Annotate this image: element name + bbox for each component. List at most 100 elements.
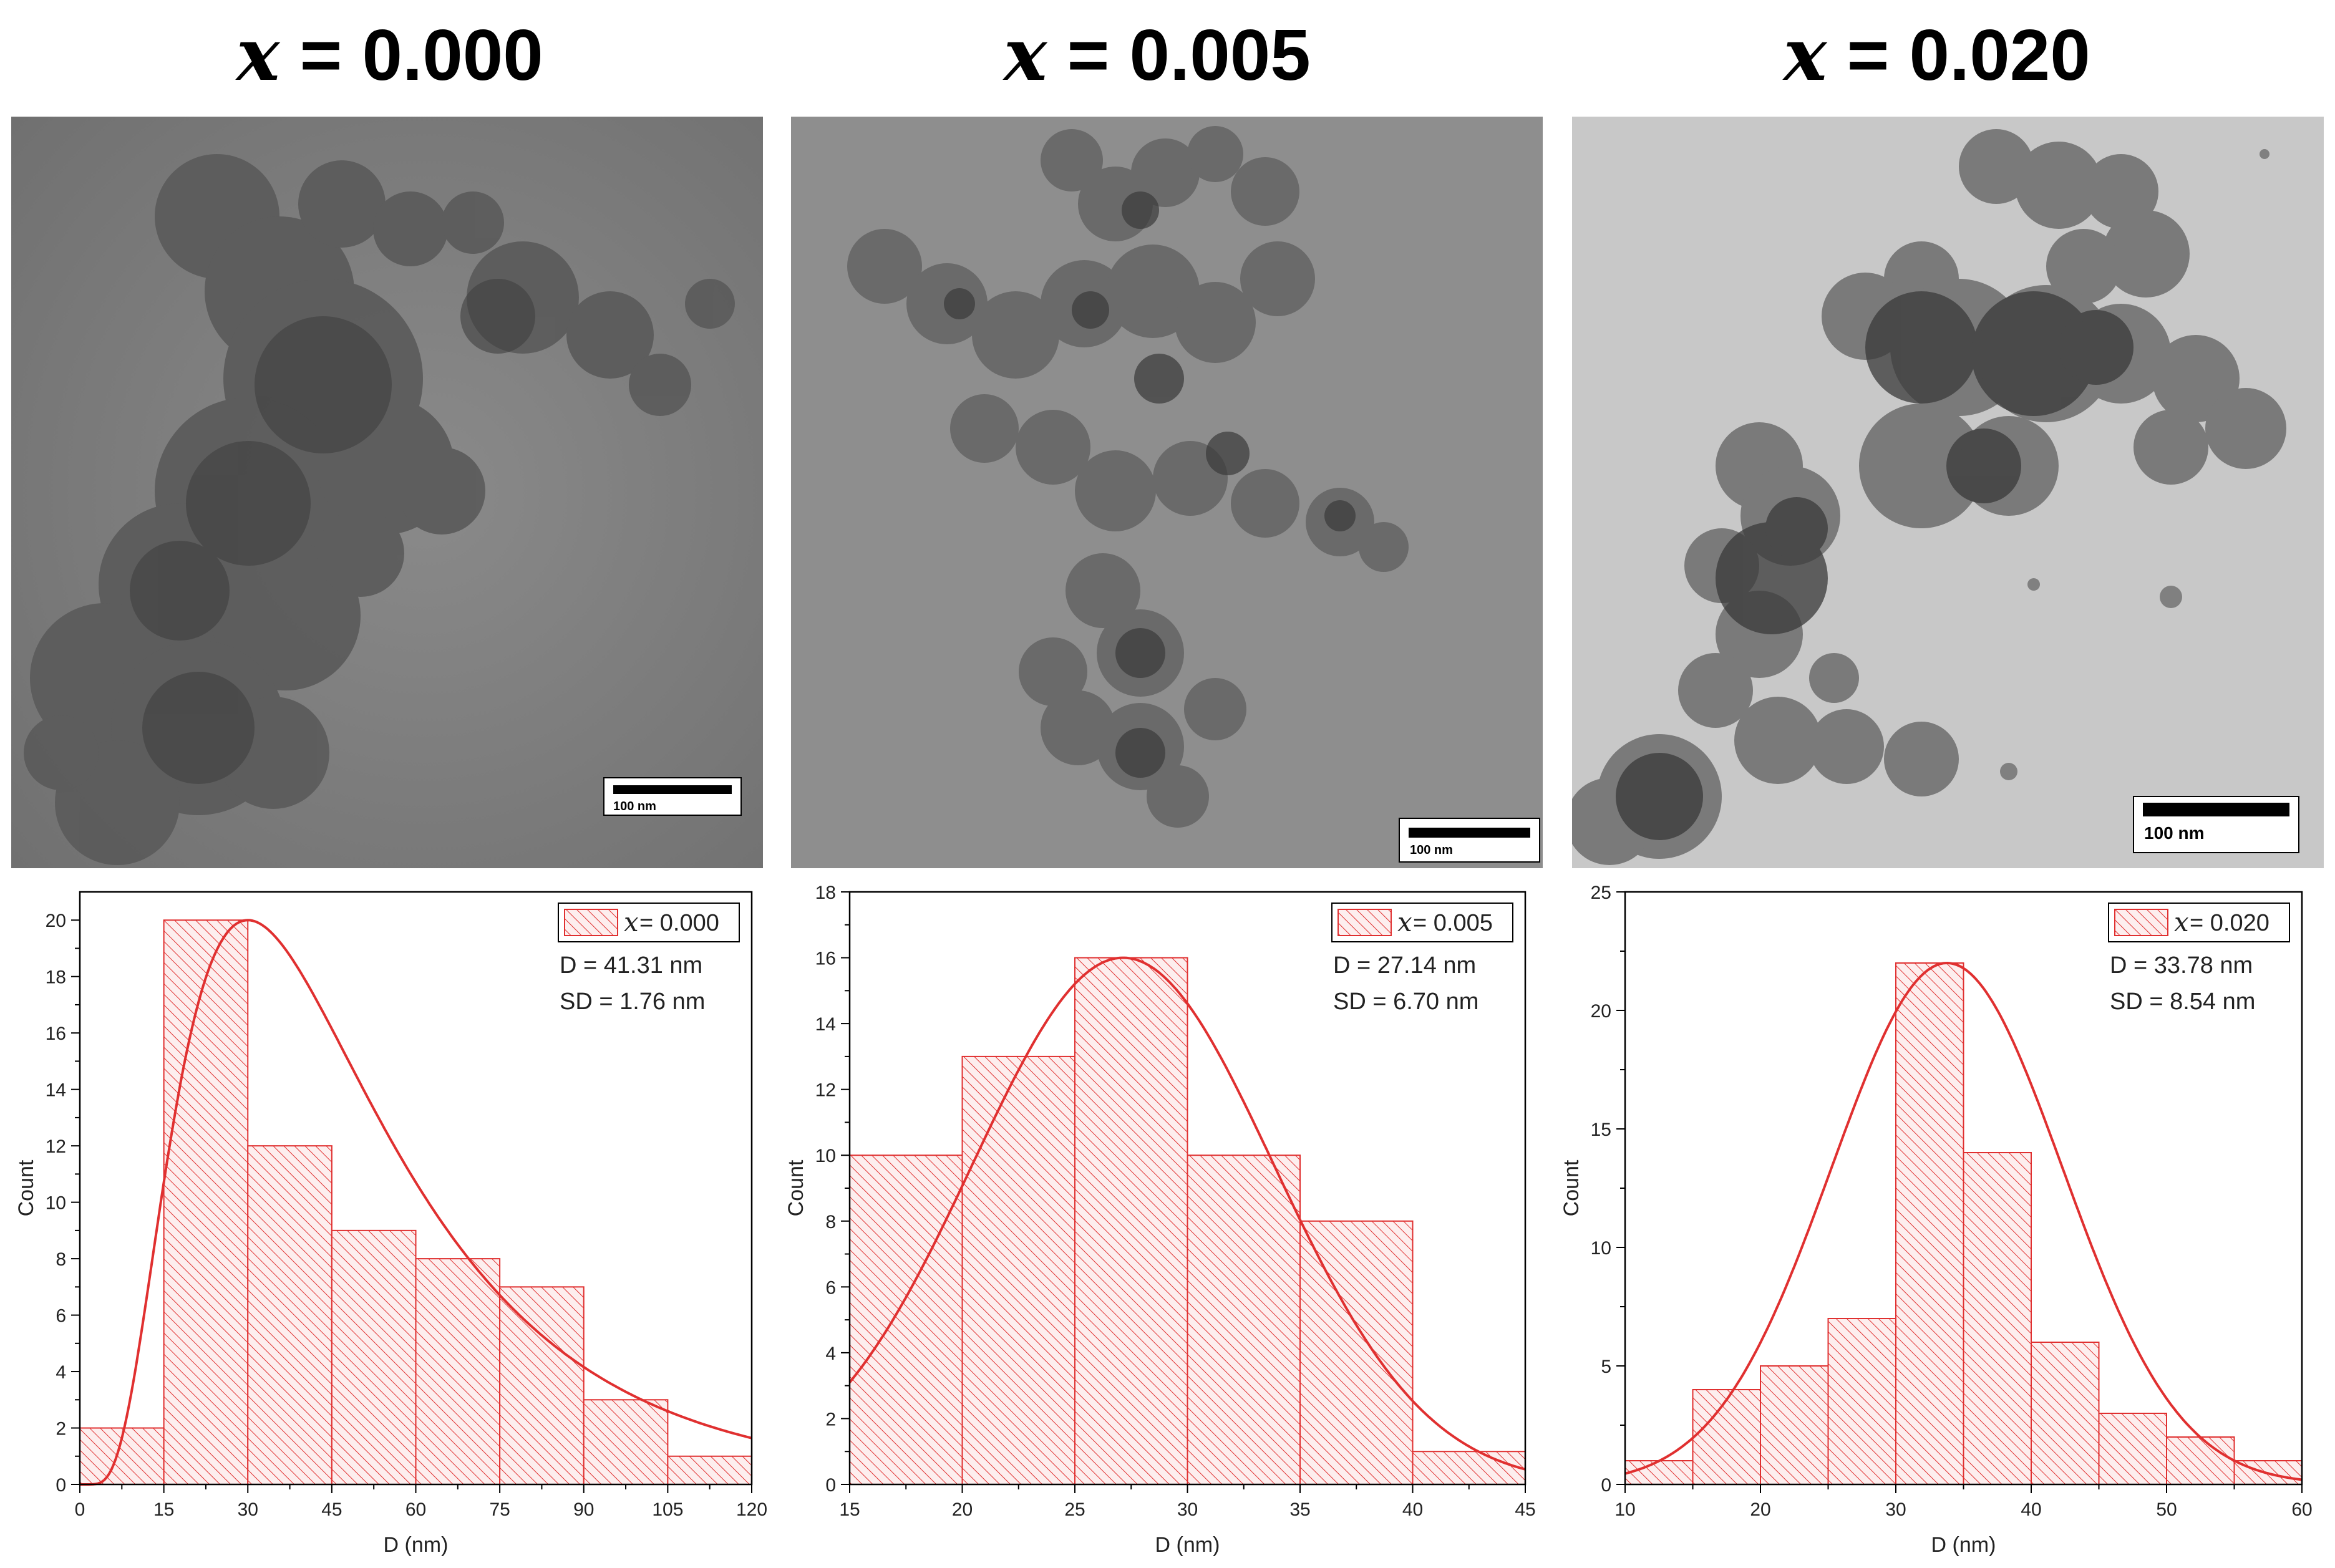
histogram-bar [1963,1152,2032,1485]
y-tick-label: 10 [815,1146,836,1166]
histogram-bar [1187,1154,1301,1485]
x-tick-label: 40 [2021,1499,2041,1520]
x-tick-label: 30 [238,1499,258,1520]
y-tick-label: 6 [825,1277,836,1298]
scale-bar-box-1 [1399,818,1540,863]
y-tick-label: 14 [46,1080,66,1101]
histogram-bar [2098,1413,2167,1485]
histogram-bar [163,919,249,1485]
y-tick-label: 16 [815,949,836,969]
stat-line: D = 33.78 nm [2110,952,2253,979]
x-tick-label: 30 [1177,1499,1198,1520]
stat-line: SD = 8.54 nm [2110,989,2255,1015]
histogram-bar [1692,1389,1761,1485]
histogram-2-svg: 10 20 30 40 50 60 0 5 10 15 20 25 D (nm) Count x = 0.02… [1560,883,2313,1557]
panel-title-0: x = 0.000 [236,12,543,97]
x-axis-label: D (nm) [1931,1533,1996,1557]
histogram-bar [2031,1342,2100,1485]
scale-label-0: 100 nm [613,800,656,813]
fit-curve [848,956,1526,1471]
y-tick-label: 20 [1591,1001,1611,1022]
histogram-bar [1624,1460,1694,1485]
legend-label: = 0.020 [2190,910,2269,936]
histogram-bar [849,1154,963,1485]
tem-image-0-svg: 100 nm [11,117,763,868]
legend-label: = 0.005 [1413,910,1493,936]
y-axis-label: Count [784,1159,808,1216]
x-tick-label: 105 [652,1499,683,1520]
y-tick-label: 4 [825,1343,836,1364]
y-tick-label: 2 [56,1419,66,1440]
x-tick-label: 10 [1614,1499,1635,1520]
panel-title-1: x = 0.005 [1004,12,1311,97]
histogram-0: 0 15 30 45 60 75 90 105 120 0 2 4 6 8 10 12 14 16 18 20 D (n… [0,873,774,1568]
stat-line: SD = 1.76 nm [560,989,705,1015]
scale-label-1: 100 nm [1410,843,1453,857]
x-tick-label: 15 [839,1499,860,1520]
histogram-bar [1412,1451,1526,1486]
legend-label: = 0.000 [639,910,719,936]
y-tick-label: 8 [56,1249,66,1270]
y-tick-label: 20 [46,911,66,931]
histogram-bar [247,1145,333,1485]
tem-image-1-svg: 100 nm [791,117,1543,868]
x-tick-label: 45 [321,1499,342,1520]
tem-image-2-svg: 100 nm [1572,117,2324,868]
x-tick-label: 90 [573,1499,594,1520]
histogram-bar [415,1258,501,1485]
scale-bar-1 [1409,828,1530,838]
x-tick-label: 45 [1515,1499,1535,1520]
scale-label-2: 100 nm [2144,823,2205,843]
x-tick-label: 30 [1885,1499,1906,1520]
x-axis-label: D (nm) [1155,1533,1220,1557]
histogram-bar [961,1055,1075,1485]
y-tick-label: 6 [56,1306,66,1327]
legend-swatch [2114,909,2168,936]
y-tick-label: 10 [46,1193,66,1214]
x-tick-label: 20 [1750,1499,1770,1520]
scale-bar-2 [2143,803,2289,816]
x-tick-label: 60 [405,1499,426,1520]
y-tick-label: 15 [1591,1120,1611,1140]
x-tick-label: 40 [1402,1499,1423,1520]
x-axis-label: D (nm) [384,1533,449,1557]
histogram-bar [2166,1436,2235,1485]
y-tick-label: 10 [1591,1238,1611,1259]
stat-line: D = 41.31 nm [560,952,702,979]
legend-variable: x [624,907,639,937]
tem-image-1: 100 nm [791,117,1543,868]
histogram-1: 15 20 25 30 35 40 45 0 2 4 6 8 10 12 14 16 18 D (nm) Count… [780,873,1553,1568]
histogram-bar [1760,1365,1829,1485]
legend-variable: x [2174,907,2189,937]
histogram-bar [583,1399,669,1485]
scale-bar-box-0 [603,777,742,816]
y-tick-label: 2 [825,1409,836,1430]
histogram-2: 10 20 30 40 50 60 0 5 10 15 20 25 D (nm) Count x = 0.02… [1560,873,2335,1568]
y-tick-label: 0 [825,1475,836,1496]
legend-swatch [1337,909,1392,936]
y-axis-label: Count [1560,1159,1583,1216]
x-tick-label: 60 [2291,1499,2312,1520]
x-tick-label: 0 [75,1499,85,1520]
x-tick-label: 35 [1289,1499,1310,1520]
y-tick-label: 4 [56,1362,66,1383]
y-tick-label: 5 [1601,1357,1611,1377]
histogram-0-svg: 0 15 30 45 60 75 90 105 120 0 2 4 6 8 10 12 14 16 18 20 D (n… [14,891,767,1557]
x-tick-label: 20 [952,1499,973,1520]
x-tick-label: 15 [153,1499,174,1520]
stat-line: D = 27.14 nm [1333,952,1476,979]
tem-image-2: 100 nm [1572,117,2324,868]
y-axis-label: Count [14,1159,38,1216]
histogram-bar [667,1455,752,1485]
y-tick-label: 0 [1601,1475,1611,1496]
x-tick-label: 120 [736,1499,767,1520]
y-tick-label: 8 [825,1212,836,1232]
x-tick-label: 50 [2156,1499,2177,1520]
histogram-bar [1299,1220,1414,1485]
x-tick-label: 75 [489,1499,510,1520]
histogram-bar [1895,962,1964,1485]
stat-line: SD = 6.70 nm [1333,989,1478,1015]
legend-swatch [564,909,618,936]
fit-curve [1624,961,2303,1481]
y-tick-label: 18 [46,967,66,988]
